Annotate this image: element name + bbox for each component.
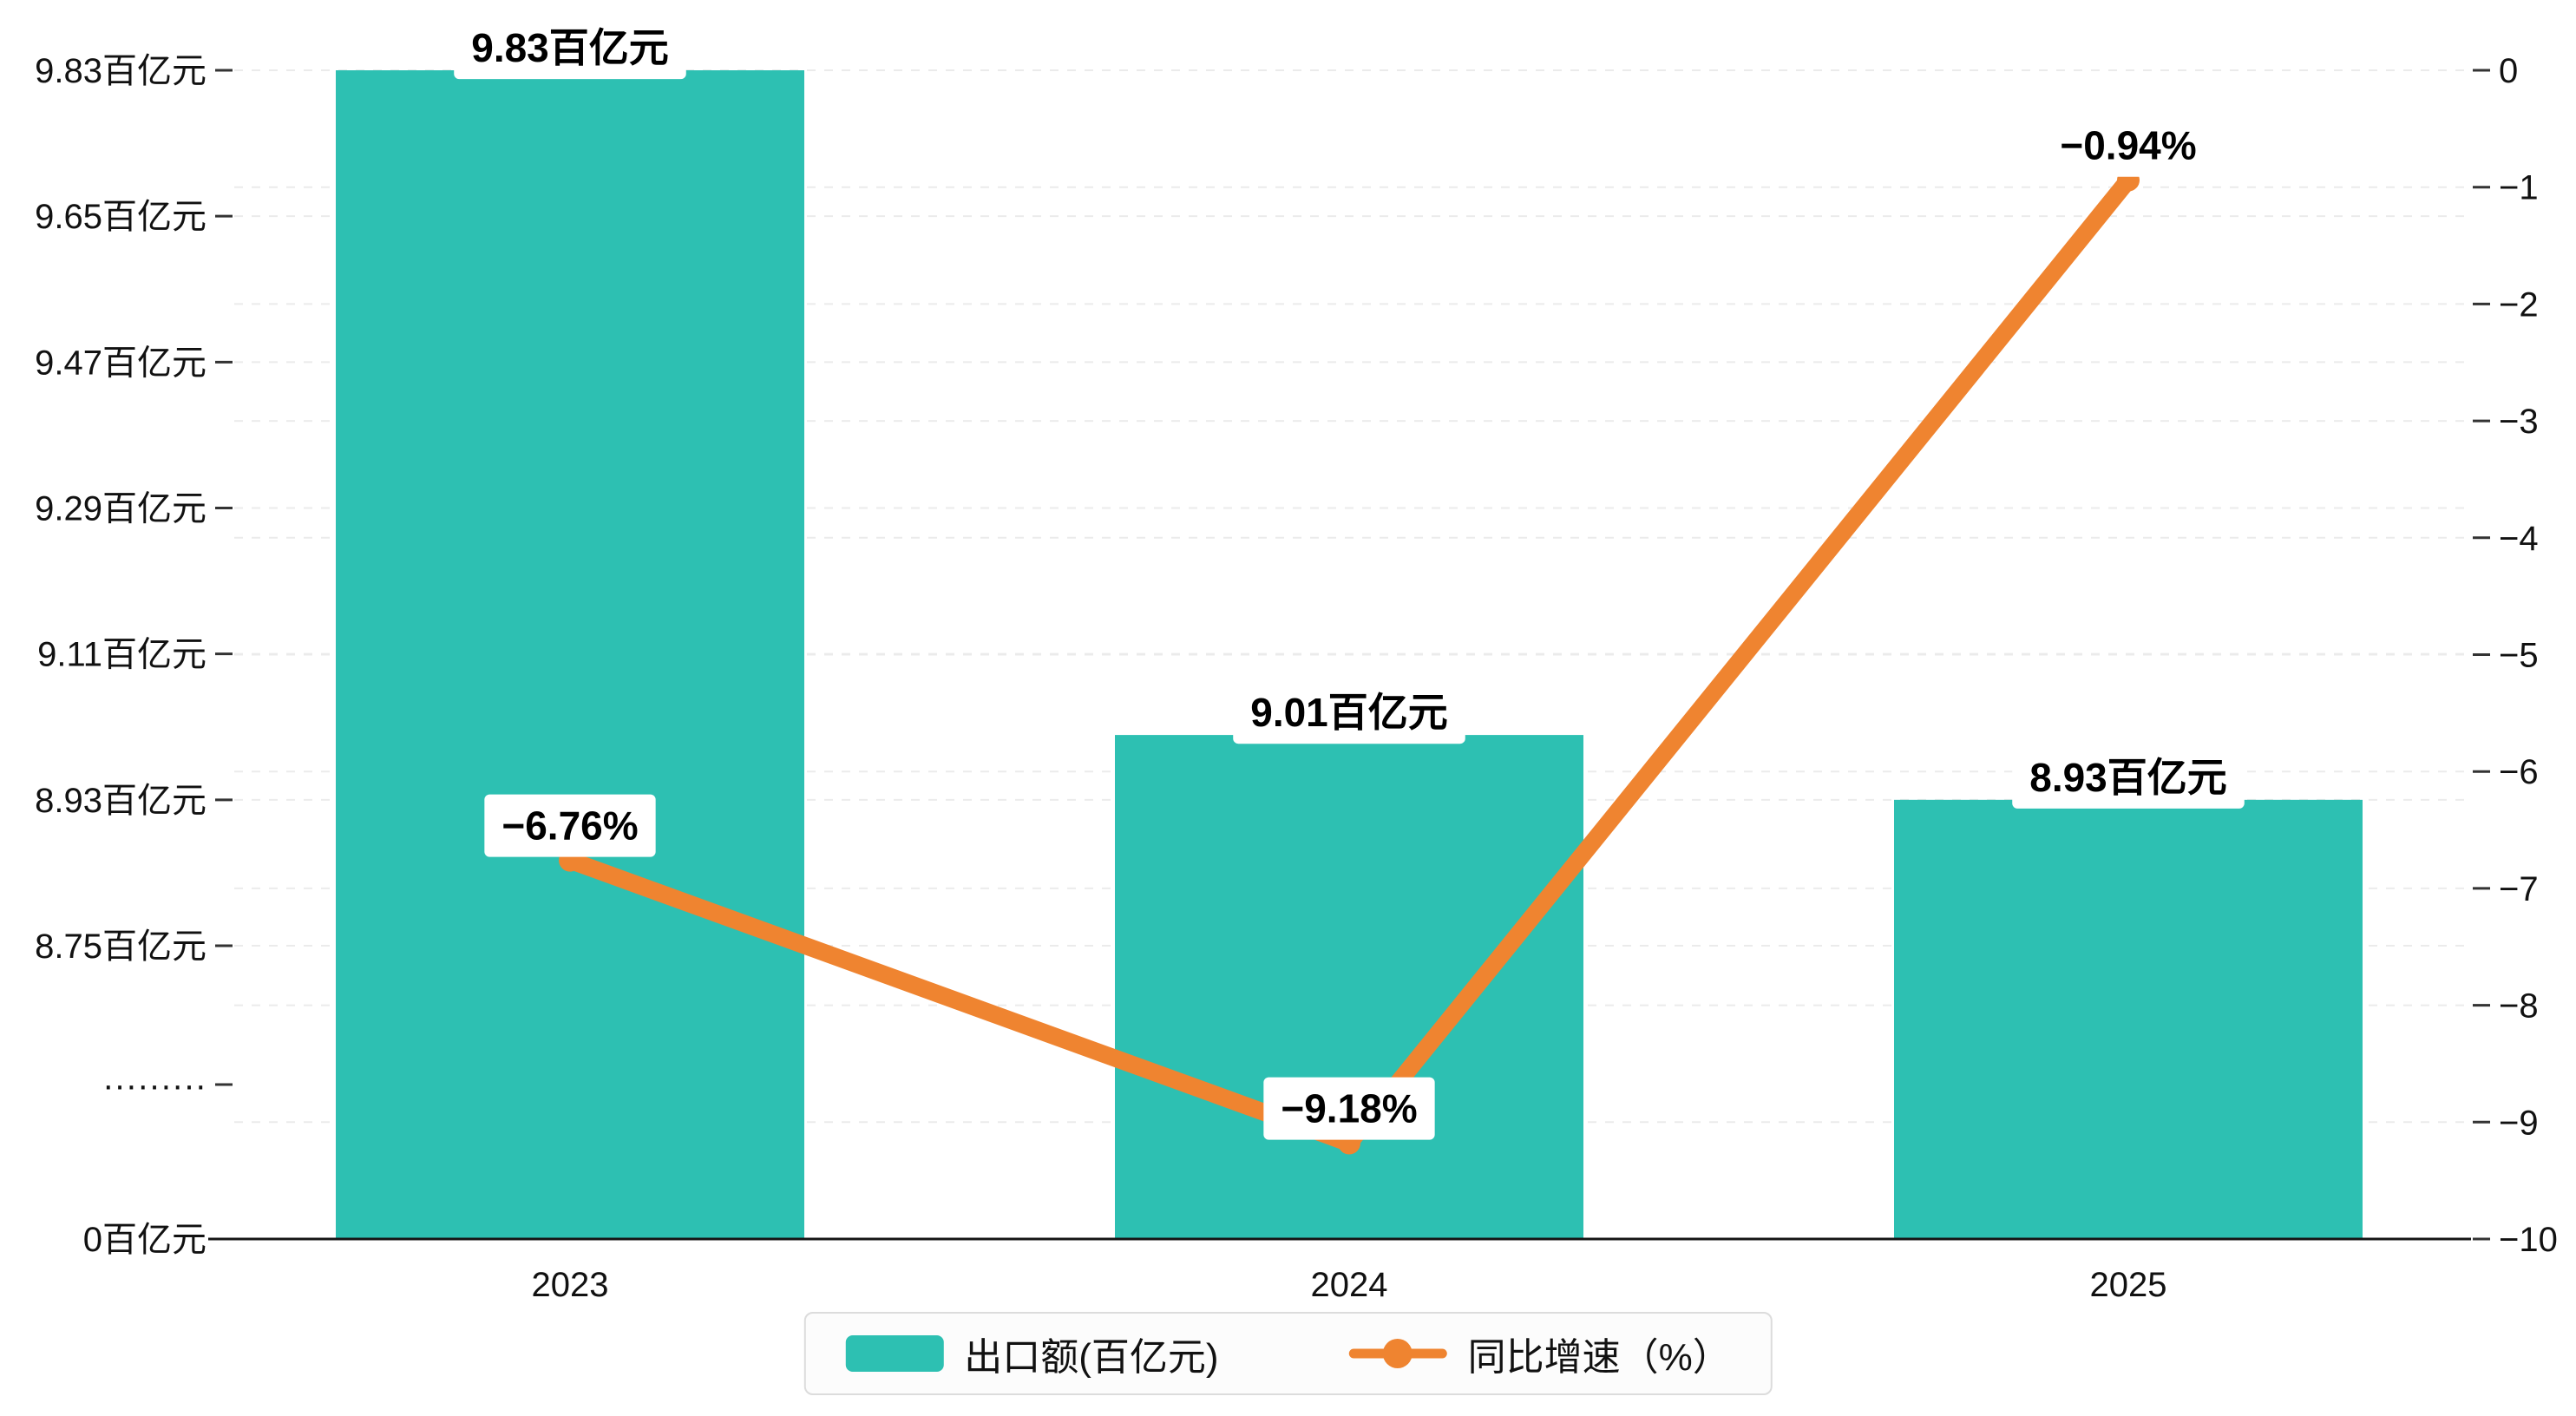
line-value-label-2024: −9.18% [1263, 1077, 1435, 1140]
line-value-label-2023: −6.76% [484, 794, 656, 857]
right-axis-tick-label: −1 [2499, 169, 2539, 207]
left-axis: 9.83百亿元 9.65百亿元 9.47百亿元 9.29百亿元 9.11百亿元 8.93百… [35, 52, 233, 1259]
line-series-swatch-icon [1348, 1335, 1447, 1372]
legend-item-growth-line[interactable]: 同比增速（%） [1348, 1326, 1731, 1381]
left-axis-tick-label: 8.93百亿元 [35, 782, 206, 820]
x-axis-label-2024: 2024 [1311, 1266, 1388, 1304]
right-axis-tick-label: −9 [2499, 1104, 2539, 1142]
right-axis-tick-label: −5 [2499, 637, 2539, 675]
line-value-label-2025: −0.94% [2042, 114, 2214, 177]
right-axis-tick-label: −8 [2499, 987, 2539, 1026]
bar-2025 [1894, 799, 2363, 1239]
left-axis-break-label: ········· [102, 1066, 206, 1105]
right-axis-tick-label: 0 [2499, 52, 2518, 90]
svg-text:9.83百亿元: 9.83百亿元 [471, 25, 669, 70]
right-axis-tick-label: −7 [2499, 870, 2539, 908]
right-axis-tick-label: −3 [2499, 403, 2539, 441]
left-axis-tick-label: 9.47百亿元 [35, 344, 206, 382]
bar-series-swatch-icon [845, 1335, 944, 1372]
bar-2024 [1115, 735, 1583, 1239]
legend-label-bar: 出口额(百亿元) [964, 1336, 1219, 1379]
right-axis-tick-label: −4 [2499, 520, 2539, 558]
left-axis-tick-label: 9.29百亿元 [35, 490, 206, 528]
bar-2023 [336, 70, 804, 1239]
left-axis-tick-label: 9.83百亿元 [35, 52, 206, 90]
svg-text:8.93百亿元: 8.93百亿元 [2029, 755, 2227, 800]
bar-value-label-2023: 9.83百亿元 [454, 16, 686, 80]
x-axis-label-2023: 2023 [532, 1266, 609, 1304]
left-axis-tick-label: 8.75百亿元 [35, 928, 206, 966]
bar-value-label-2025: 8.93百亿元 [2012, 745, 2245, 809]
line-swatch-dot [1383, 1339, 1413, 1368]
right-axis: 0 −1 −2 −3 −4 −5 −6 −7 −8 −9 −10 [2473, 52, 2558, 1259]
left-axis-tick-label: 9.65百亿元 [35, 198, 206, 236]
legend-label-line: 同比增速（%） [1467, 1336, 1731, 1379]
svg-text:9.01百亿元: 9.01百亿元 [1250, 690, 1448, 735]
svg-text:−9.18%: −9.18% [1281, 1086, 1417, 1131]
bar-value-label-2024: 9.01百亿元 [1233, 681, 1465, 744]
right-axis-tick-label: −2 [2499, 285, 2539, 324]
bar-series [336, 70, 2363, 1239]
legend-item-export-bar[interactable]: 出口额(百亿元) [845, 1326, 1219, 1381]
right-axis-tick-label: −10 [2499, 1221, 2558, 1259]
svg-text:−6.76%: −6.76% [501, 803, 638, 849]
left-axis-tick-label: 9.11百亿元 [37, 636, 206, 674]
left-axis-tick-label: 0百亿元 [83, 1221, 206, 1259]
right-axis-tick-label: −6 [2499, 753, 2539, 791]
x-axis-label-2025: 2025 [2090, 1266, 2167, 1304]
svg-text:−0.94%: −0.94% [2060, 123, 2196, 168]
legend: 出口额(百亿元) 同比增速（%） [803, 1312, 1773, 1395]
